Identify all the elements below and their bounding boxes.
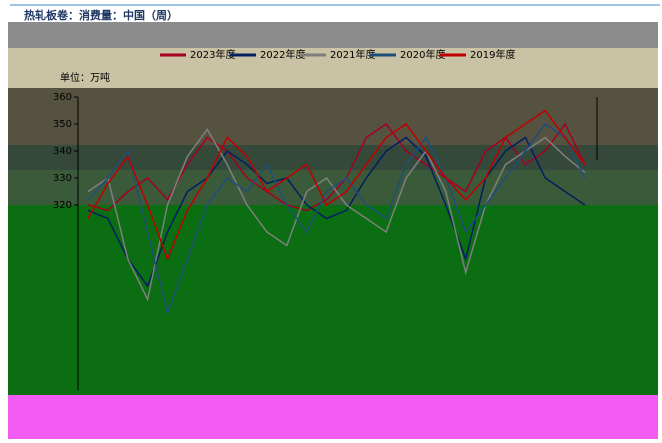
band [8,48,658,88]
y-tick-label: 340 [53,146,72,157]
y-tick-label: 350 [53,119,72,130]
legend-label: 2020年度 [400,48,445,61]
y-tick-label: 320 [53,200,72,211]
legend-label: 2023年度 [190,48,235,61]
legend-label: 2022年度 [260,48,305,61]
unit-label: 单位：万吨 [60,71,110,84]
series-line [87,136,586,288]
legend-label: 2021年度 [330,48,375,61]
series-line [87,128,586,302]
y-tick-label: 330 [53,173,72,184]
top-rule [10,4,660,6]
band [8,395,658,439]
band [8,88,658,145]
band [8,22,658,48]
series-line [87,122,586,212]
band [8,205,658,395]
band [8,145,658,170]
chart-title: 热轧板卷：消费量：中国（周） [24,8,178,22]
series-line [87,109,586,262]
legend-label: 2019年度 [470,48,515,61]
y-tick-label: 360 [53,92,72,103]
series-line [87,122,586,316]
